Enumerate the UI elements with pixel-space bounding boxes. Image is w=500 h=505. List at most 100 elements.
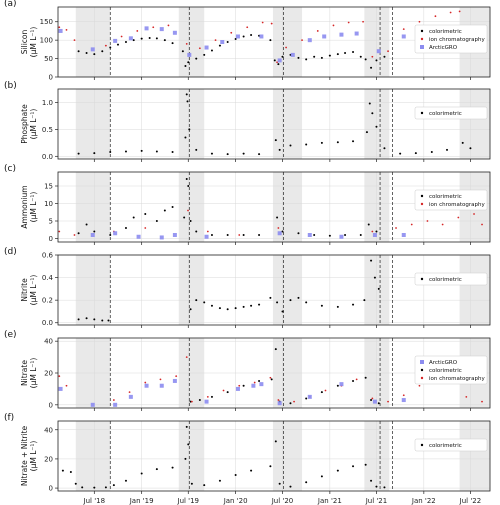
x-tick-label: Jan '19 xyxy=(129,497,154,505)
data-point xyxy=(195,148,198,151)
data-point xyxy=(101,319,104,322)
data-point xyxy=(320,475,323,478)
data-point xyxy=(401,34,406,39)
data-point xyxy=(171,42,174,45)
data-point xyxy=(112,399,115,401)
data-point xyxy=(144,381,147,384)
data-point xyxy=(359,234,362,236)
series-arcticgro xyxy=(90,231,406,240)
data-point xyxy=(90,402,95,407)
data-point xyxy=(401,233,406,237)
data-point xyxy=(90,233,95,237)
data-point xyxy=(144,227,147,229)
shaded-period xyxy=(178,89,205,159)
data-point xyxy=(204,45,209,50)
data-point xyxy=(293,400,295,403)
data-point xyxy=(195,299,198,302)
data-point xyxy=(242,384,245,387)
data-point xyxy=(58,386,63,391)
data-point xyxy=(58,375,61,378)
data-point xyxy=(375,485,378,488)
data-point xyxy=(132,216,135,219)
panel-frame xyxy=(57,254,491,326)
data-point xyxy=(278,148,281,151)
data-point xyxy=(203,53,206,56)
data-point xyxy=(124,41,127,43)
data-point xyxy=(238,384,241,387)
data-point xyxy=(297,56,300,59)
data-point xyxy=(159,235,164,240)
legend-box xyxy=(414,106,488,120)
data-point xyxy=(136,234,141,239)
legend-box xyxy=(414,272,488,286)
legend: colorimetric xyxy=(414,438,488,452)
data-point xyxy=(399,152,402,155)
data-point xyxy=(344,234,347,236)
data-point xyxy=(469,147,472,150)
legend-label: colorimetric xyxy=(429,443,462,449)
data-point xyxy=(401,398,406,403)
data-point xyxy=(210,234,213,236)
data-point xyxy=(218,44,221,47)
data-point xyxy=(305,58,308,61)
data-point xyxy=(140,149,143,152)
x-tick-label: Jan '22 xyxy=(411,497,436,505)
data-point xyxy=(186,100,189,103)
data-point xyxy=(359,55,362,58)
data-point xyxy=(274,139,277,142)
data-point xyxy=(336,305,339,308)
legend-marker xyxy=(420,376,424,380)
y-axis-label: Ammonium(μM L⁻¹) xyxy=(20,185,38,228)
data-point xyxy=(195,230,198,233)
data-point xyxy=(273,59,276,62)
legend-marker xyxy=(420,45,424,49)
data-point xyxy=(195,57,198,60)
series-ion-chromatography xyxy=(58,10,475,64)
y-tick-label: 5 xyxy=(49,218,53,226)
data-point xyxy=(481,223,483,226)
data-point xyxy=(222,389,225,392)
data-point xyxy=(305,481,308,484)
data-point xyxy=(132,39,135,42)
data-point xyxy=(112,484,115,487)
panel-label: (a) xyxy=(4,0,17,9)
legend-marker xyxy=(420,111,424,115)
data-point xyxy=(185,93,188,96)
x-tick-label: Jul '20 xyxy=(271,497,294,505)
data-point xyxy=(301,39,303,42)
data-point xyxy=(336,53,339,56)
legend-box xyxy=(414,24,488,54)
y-tick-label: 40 xyxy=(44,338,53,346)
data-point xyxy=(185,178,188,180)
data-point xyxy=(383,147,386,150)
data-point xyxy=(285,46,288,49)
data-point xyxy=(226,308,229,311)
data-point xyxy=(155,37,158,40)
data-point xyxy=(206,395,209,398)
data-point xyxy=(93,230,96,233)
data-point xyxy=(210,49,213,52)
data-point xyxy=(172,233,177,237)
data-point xyxy=(430,151,433,153)
data-point xyxy=(250,304,253,307)
data-point xyxy=(128,394,133,399)
legend-label: colorimetric xyxy=(429,111,462,117)
data-point xyxy=(277,231,282,236)
panel-4: 0 20 40 Nitrate(μM L⁻¹) (e) ArcticGRO colorime… xyxy=(4,330,491,411)
data-point xyxy=(250,469,253,472)
data-point xyxy=(155,468,158,471)
data-point xyxy=(181,50,184,53)
data-point xyxy=(203,301,206,304)
legend-marker xyxy=(420,360,424,364)
data-point xyxy=(235,34,240,39)
legend-label: colorimetric xyxy=(429,368,462,374)
data-point xyxy=(373,276,376,279)
data-point xyxy=(328,234,331,237)
legend-label: colorimetric xyxy=(429,29,462,35)
shaded-period xyxy=(272,421,303,491)
data-point xyxy=(278,482,281,485)
legend-label: ion chromatography xyxy=(429,376,485,382)
data-point xyxy=(297,296,300,299)
data-point xyxy=(352,379,355,382)
